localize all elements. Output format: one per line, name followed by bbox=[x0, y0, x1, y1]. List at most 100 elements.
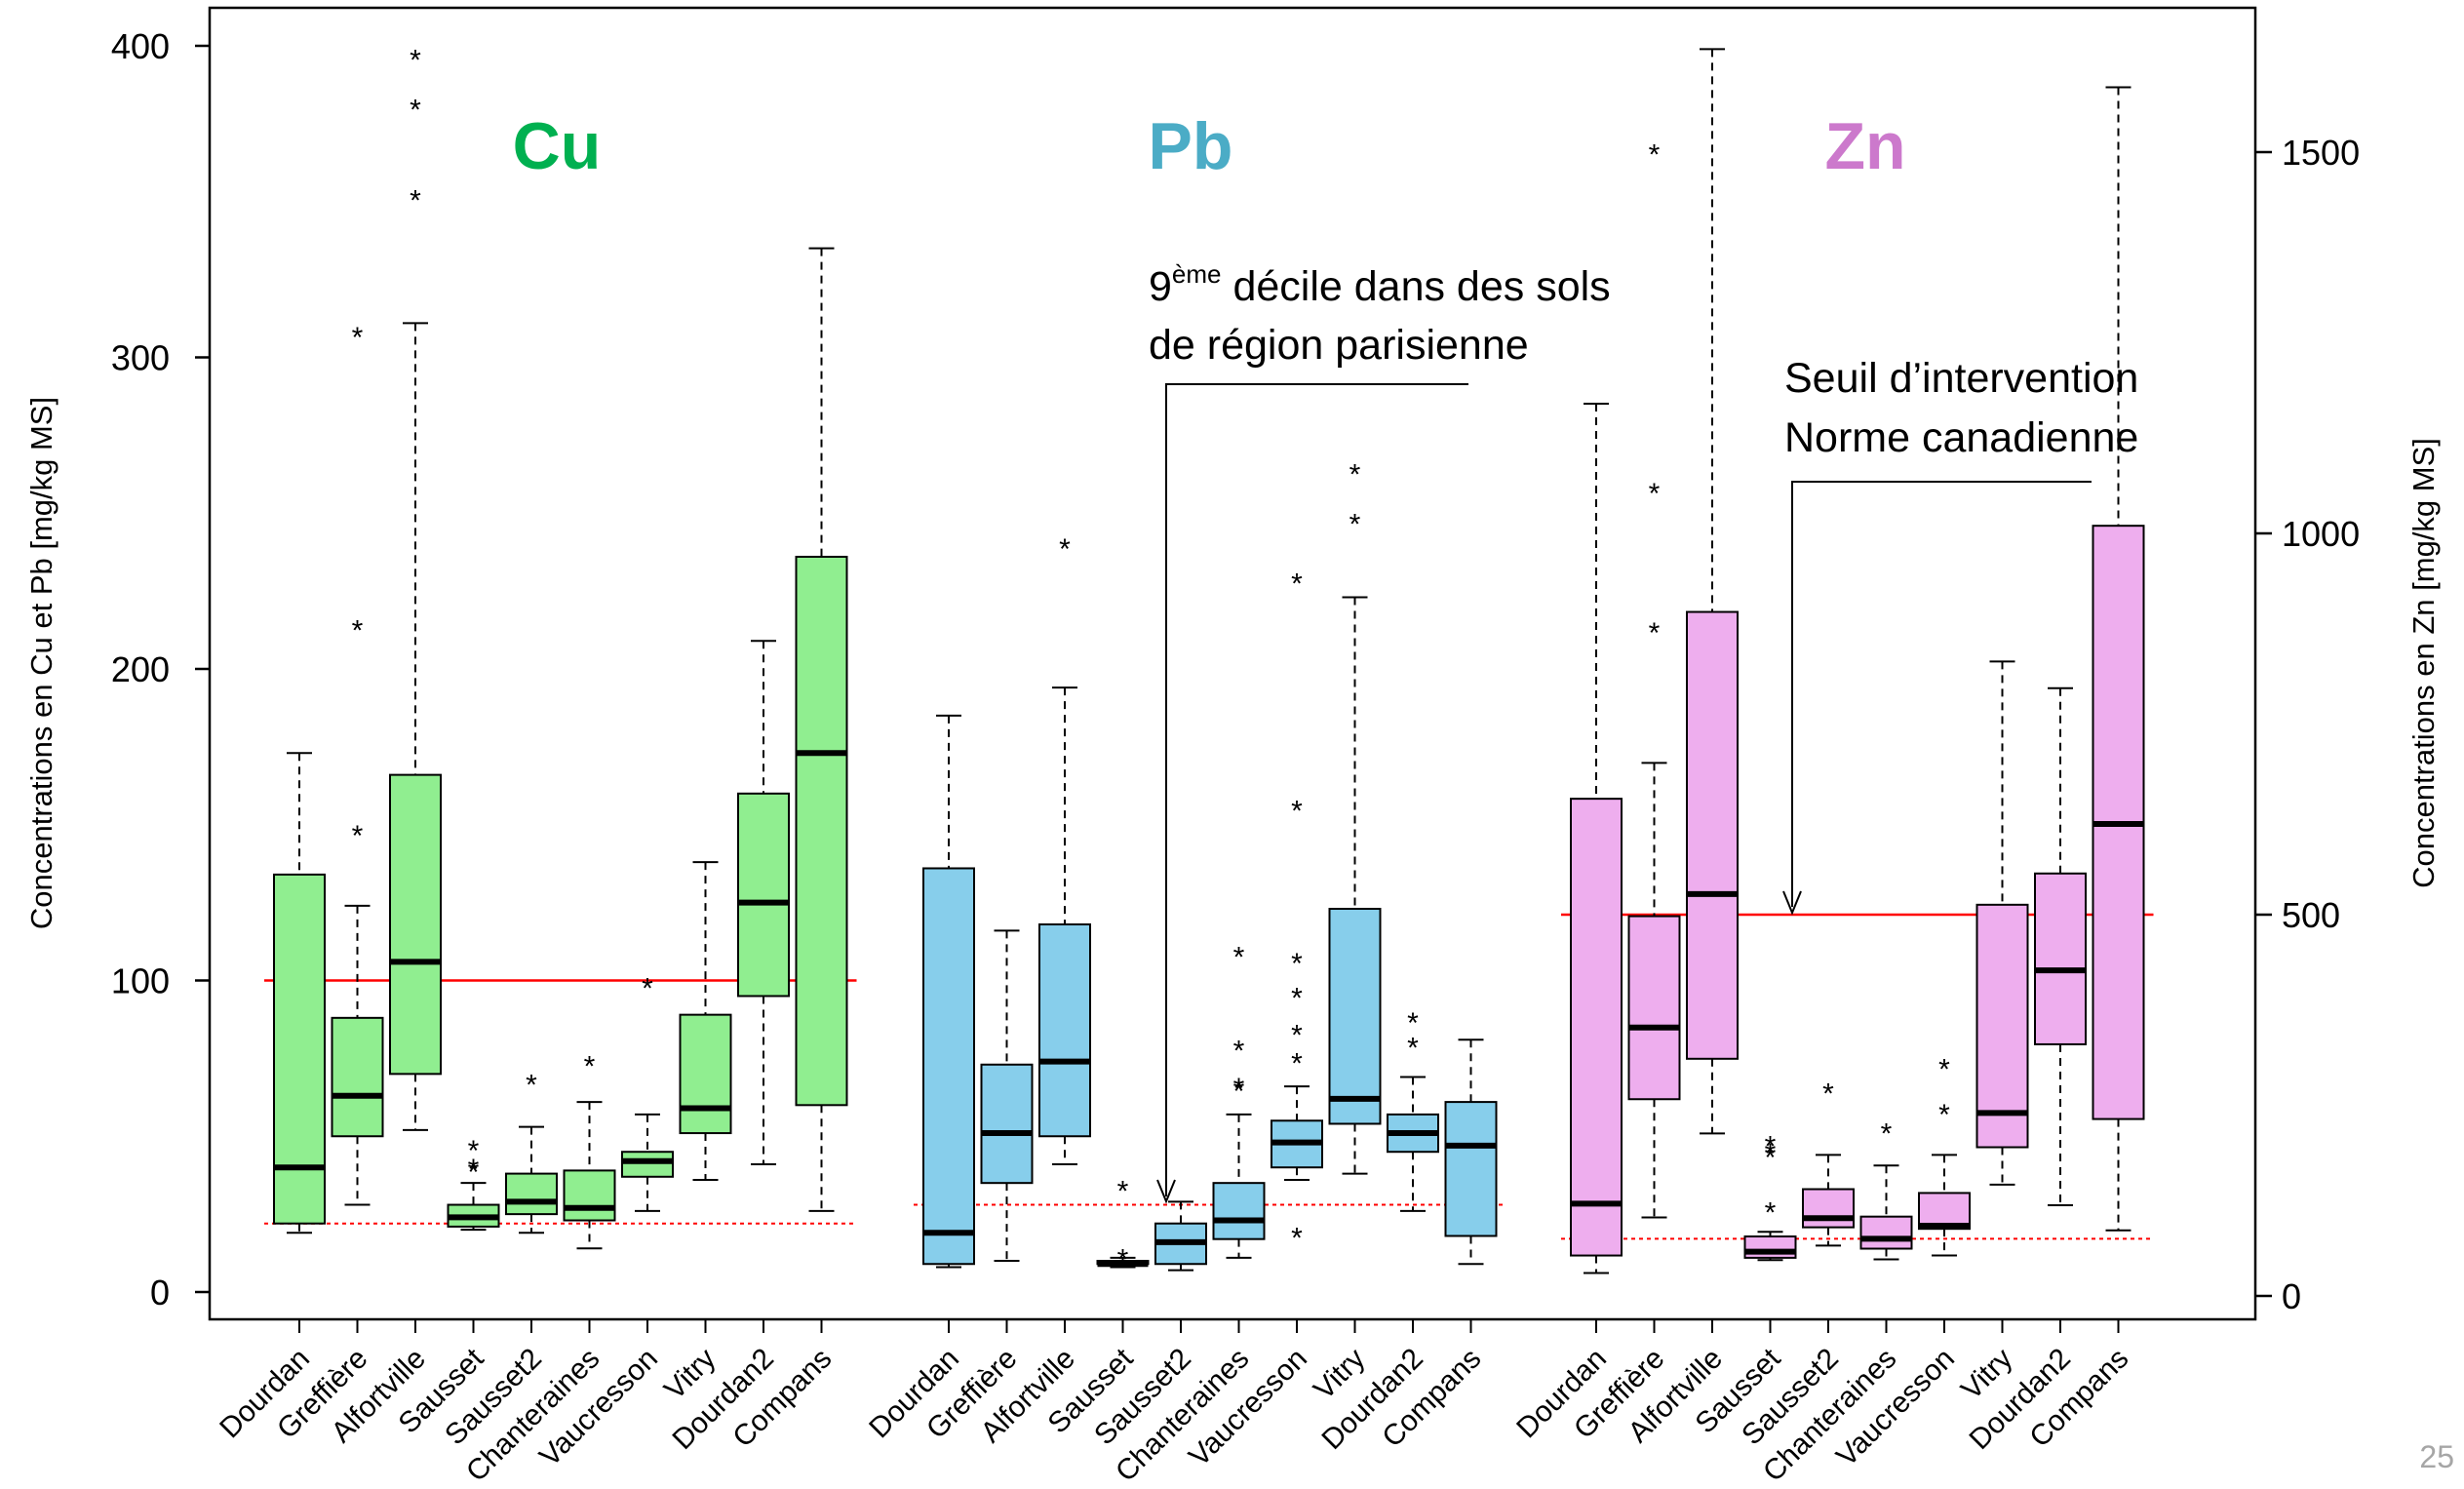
outlier-marker: * bbox=[468, 1154, 480, 1186]
outlier-marker: * bbox=[1765, 1130, 1777, 1162]
outlier-marker: * bbox=[642, 973, 653, 1005]
annotation-decile: 9ème décile dans des sols de région pari… bbox=[1149, 259, 1611, 1204]
outlier-marker: * bbox=[1291, 1047, 1303, 1079]
box-zn: **** bbox=[1743, 1130, 1797, 1262]
outlier-marker: * bbox=[526, 1070, 537, 1102]
box-zn: * bbox=[1802, 1078, 1855, 1247]
box-cu: * bbox=[563, 1051, 616, 1250]
outlier-marker: * bbox=[1291, 982, 1303, 1014]
outlier-marker: * bbox=[1938, 1053, 1950, 1085]
box-pb: ** bbox=[1387, 1007, 1439, 1212]
box-iqr bbox=[795, 555, 848, 1107]
box-iqr bbox=[563, 1169, 616, 1222]
box-iqr bbox=[621, 1151, 674, 1178]
outlier-marker: * bbox=[1291, 796, 1303, 828]
box-zn bbox=[2092, 86, 2145, 1232]
outlier-marker: * bbox=[1233, 942, 1245, 974]
outlier-marker: * bbox=[1291, 948, 1303, 980]
outlier-marker: * bbox=[468, 1135, 480, 1167]
y-axis-left-title: Concentrations en Cu et Pb [mg/kg MS] bbox=[24, 397, 59, 929]
box-iqr bbox=[1686, 610, 1739, 1060]
box-iqr bbox=[273, 873, 326, 1225]
outlier-marker: * bbox=[1059, 533, 1071, 566]
box-iqr bbox=[1212, 1182, 1266, 1240]
box-pb bbox=[1444, 1038, 1498, 1266]
box-pb: **** bbox=[1212, 942, 1266, 1259]
outlier-marker: * bbox=[1649, 617, 1661, 649]
outlier-marker: * bbox=[1765, 1196, 1777, 1229]
y-left-tick-label: 200 bbox=[111, 649, 170, 689]
box-iqr bbox=[2034, 872, 2087, 1045]
box-iqr bbox=[1859, 1215, 1913, 1250]
box-cu bbox=[273, 752, 326, 1234]
annotation-decile-line2: de région parisienne bbox=[1149, 322, 1529, 369]
annotation-decile-line1: 9ème décile dans des sols bbox=[1149, 259, 1611, 310]
outlier-marker: * bbox=[1233, 1036, 1245, 1068]
box-cu: *** bbox=[447, 1135, 500, 1232]
box-zn bbox=[1570, 403, 1623, 1274]
box-zn bbox=[1975, 660, 2029, 1186]
outlier-marker: * bbox=[352, 614, 364, 647]
box-zn: * * * bbox=[1627, 139, 1681, 1219]
y-left-tick-label: 100 bbox=[111, 961, 170, 1001]
group-title-cu: Cu bbox=[513, 109, 602, 183]
y-right-tick-label: 500 bbox=[2282, 895, 2340, 935]
annotation-decile-leader bbox=[1165, 383, 1468, 1196]
annotation-seuil-arrowhead bbox=[1782, 890, 1802, 916]
outlier-marker: * bbox=[1233, 1073, 1245, 1105]
box-cu: * * * bbox=[389, 45, 442, 1131]
annotation-decile-superscript: ème bbox=[1172, 259, 1222, 289]
outlier-marker: * bbox=[584, 1051, 596, 1083]
box-zn bbox=[1686, 48, 1739, 1135]
outlier-marker: * bbox=[1765, 1138, 1777, 1170]
outlier-marker: * bbox=[1349, 459, 1361, 491]
box-iqr bbox=[389, 773, 442, 1076]
box-cu bbox=[795, 247, 848, 1212]
box-zn: ** bbox=[1918, 1053, 1971, 1257]
y-right-tick-label: 0 bbox=[2282, 1276, 2301, 1316]
box-iqr bbox=[331, 1016, 384, 1138]
box-zn: * bbox=[1859, 1118, 1913, 1261]
box-cu bbox=[679, 861, 732, 1181]
box-pb: ** bbox=[1096, 1175, 1150, 1276]
y-left-tick-label: 0 bbox=[150, 1273, 170, 1313]
y-left-tick-label: 300 bbox=[111, 338, 170, 378]
box-iqr bbox=[922, 867, 975, 1266]
box-pb: ** bbox=[1328, 459, 1382, 1175]
outlier-marker: * bbox=[410, 95, 421, 127]
outlier-marker: * bbox=[1291, 1222, 1303, 1254]
outlier-marker: * bbox=[410, 184, 421, 216]
box-cu bbox=[737, 640, 790, 1166]
outlier-marker: * bbox=[1649, 139, 1661, 172]
box-iqr bbox=[1627, 915, 1681, 1101]
box-iqr bbox=[980, 1063, 1034, 1185]
annotation-seuil-line2: Norme canadienne bbox=[1784, 414, 2138, 461]
box-pb bbox=[980, 929, 1034, 1263]
box-cu: * bbox=[621, 973, 674, 1212]
outlier-marker: * bbox=[1881, 1118, 1893, 1151]
y-left-tick-label: 400 bbox=[111, 26, 170, 66]
outlier-marker: * bbox=[1117, 1244, 1129, 1276]
box-iqr bbox=[679, 1013, 732, 1135]
annotation-seuil-leader bbox=[1791, 481, 2092, 907]
box-iqr bbox=[1802, 1188, 1855, 1229]
box-iqr bbox=[1570, 798, 1623, 1257]
outlier-marker: * bbox=[1407, 1007, 1419, 1039]
boxes: ****************************************… bbox=[273, 45, 2145, 1276]
box-pb: * bbox=[1038, 533, 1091, 1166]
group-title-pb: Pb bbox=[1149, 109, 1233, 183]
outlier-marker: * bbox=[1649, 478, 1661, 510]
outlier-marker: * bbox=[410, 45, 421, 77]
box-pb bbox=[922, 714, 975, 1269]
y-right-tick-label: 1000 bbox=[2282, 514, 2360, 554]
annotation-seuil: Seuil d’intervention Norme canadienne bbox=[1782, 355, 2138, 916]
box-iqr bbox=[737, 792, 790, 998]
outlier-marker: * bbox=[1822, 1078, 1834, 1110]
outlier-marker: * bbox=[1117, 1175, 1129, 1207]
outlier-marker: * bbox=[1291, 1020, 1303, 1052]
box-cu: * bbox=[505, 1070, 558, 1234]
box-iqr bbox=[1444, 1101, 1498, 1237]
outlier-marker: * bbox=[352, 322, 364, 354]
box-pb bbox=[1154, 1200, 1207, 1272]
